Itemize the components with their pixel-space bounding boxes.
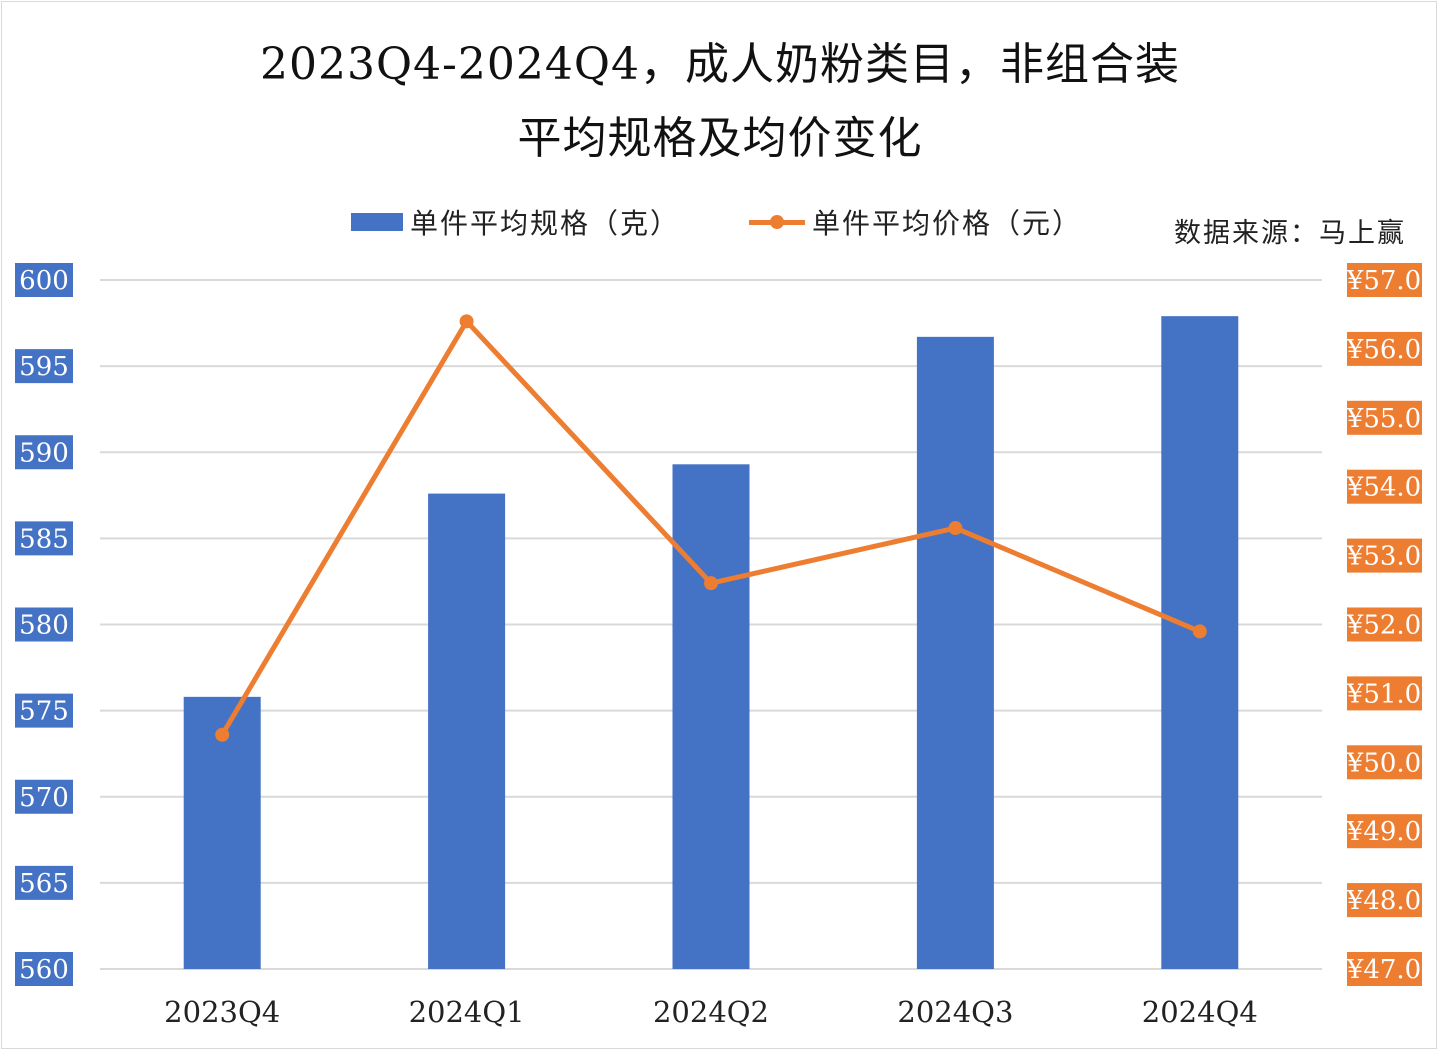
x-axis: 2023Q4 2024Q1 2024Q2 2024Q3 2024Q4 [164, 995, 1258, 1029]
right-tick-bg [1347, 331, 1422, 366]
left-tick-bg [15, 607, 73, 642]
right-tick-label: ¥55.0 [1346, 404, 1421, 434]
right-tick-bg [1347, 676, 1422, 711]
bar [183, 696, 261, 969]
right-tick-bg [1347, 883, 1422, 918]
bar-series [183, 316, 1239, 969]
left-tick-label: 600 [19, 266, 69, 296]
right-tick-bg [1347, 263, 1422, 297]
x-tick-label: 2024Q2 [653, 995, 769, 1029]
left-tick-label: 565 [19, 869, 69, 899]
right-tick-bg [1347, 607, 1422, 642]
chart-title-line2: 平均规格及均价变化 [517, 113, 923, 164]
left-tick-label: 570 [19, 783, 69, 813]
left-tick-bg [15, 693, 73, 728]
left-tick-label: 585 [19, 524, 69, 554]
right-tick-label: ¥48.0 [1346, 886, 1421, 916]
source-note: 数据来源：马上赢 [1174, 218, 1406, 249]
right-tick-label: ¥54.0 [1346, 473, 1421, 503]
left-tick-label: 575 [19, 697, 69, 727]
price-point [1192, 624, 1207, 639]
price-point [948, 521, 963, 536]
x-tick-label: 2024Q1 [409, 995, 525, 1029]
right-tick-label: ¥52.0 [1346, 611, 1421, 641]
price-point [459, 314, 474, 329]
right-tick-bg [1347, 952, 1422, 986]
bar [672, 464, 750, 969]
legend-line-label: 单件平均价格（元） [812, 207, 1083, 240]
left-tick-label: 580 [19, 611, 69, 641]
right-tick-bg [1347, 814, 1422, 849]
line-series [215, 314, 1207, 742]
bar [916, 336, 994, 969]
left-tick-bg [15, 521, 73, 556]
right-axis: ¥47.0 ¥48.0 ¥49.0 ¥50.0 ¥51.0 ¥52.0 ¥53.0 ¥54.0… [1346, 263, 1422, 986]
left-tick-bg [15, 952, 73, 986]
chart-title-line1: 2023Q4-2024Q4，成人奶粉类目，非组合装 [260, 39, 1180, 90]
bar [1161, 316, 1239, 969]
legend-bar-swatch [351, 213, 403, 231]
left-tick-bg [15, 435, 73, 470]
left-tick-label: 590 [19, 438, 69, 468]
x-tick-label: 2023Q4 [164, 995, 280, 1029]
legend-bar-label: 单件平均规格（克） [410, 207, 681, 240]
right-tick-bg [1347, 469, 1422, 504]
x-tick-label: 2024Q3 [897, 995, 1013, 1029]
right-tick-label: ¥47.0 [1346, 955, 1421, 985]
right-tick-label: ¥51.0 [1346, 679, 1421, 709]
right-tick-label: ¥49.0 [1346, 817, 1421, 847]
left-axis: 560 565 570 575 580 585 590 595 600 [15, 263, 73, 986]
left-tick-bg [15, 349, 73, 384]
left-tick-label: 595 [19, 352, 69, 382]
bar [428, 493, 506, 969]
legend-line-marker [770, 215, 784, 229]
price-point [704, 576, 718, 591]
right-tick-label: ¥50.0 [1346, 748, 1421, 778]
left-tick-bg [15, 263, 73, 297]
x-tick-label: 2024Q4 [1142, 995, 1258, 1029]
right-tick-label: ¥56.0 [1346, 335, 1421, 365]
right-tick-bg [1347, 400, 1422, 435]
right-tick-bg [1347, 745, 1422, 780]
price-point [215, 727, 230, 742]
right-tick-label: ¥53.0 [1346, 542, 1421, 572]
left-tick-bg [15, 865, 73, 900]
chart-title: 2023Q4-2024Q4，成人奶粉类目，非组合装 平均规格及均价变化 [0, 28, 1440, 176]
right-tick-bg [1347, 538, 1422, 573]
left-tick-label: 560 [19, 955, 69, 985]
right-tick-label: ¥57.0 [1346, 266, 1421, 296]
left-tick-bg [15, 779, 73, 814]
